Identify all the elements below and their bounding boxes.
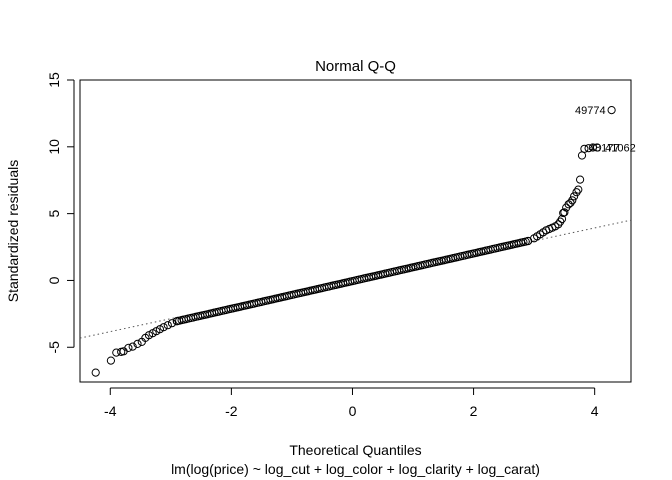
- y-tick-label: -5: [46, 341, 62, 354]
- qq-point: [576, 175, 585, 184]
- y-tick-label: 15: [46, 72, 62, 88]
- qq-point: [124, 343, 133, 352]
- qq-point: [560, 208, 569, 217]
- model-subtitle: lm(log(price) ~ log_cut + log_color + lo…: [171, 461, 540, 477]
- x-tick-label: -2: [225, 403, 238, 419]
- y-tick-label: 5: [46, 210, 62, 218]
- y-tick-label: 0: [46, 276, 62, 284]
- qq-point: [584, 144, 593, 153]
- y-axis-label: Standardized residuals: [5, 160, 21, 302]
- qq-point: [163, 321, 172, 330]
- qq-point: [128, 342, 137, 351]
- qq-point: [607, 106, 616, 115]
- qq-point: [574, 185, 583, 194]
- qq-point: [572, 188, 581, 197]
- point-label-49774: 49774: [575, 105, 606, 117]
- qq-point: [577, 151, 587, 160]
- qq-point: [570, 192, 579, 201]
- x-tick-label: 2: [470, 403, 478, 419]
- point-label-41062: 41062: [605, 143, 636, 155]
- point-label-48177: 48177: [589, 143, 620, 155]
- qq-point: [133, 339, 142, 348]
- chart-title: Normal Q-Q: [315, 58, 396, 75]
- data-points: [91, 106, 616, 377]
- plot-frame: [79, 79, 632, 383]
- x-tick-label: 4: [591, 403, 599, 419]
- x-axis-label: Theoretical Quantiles: [289, 442, 421, 458]
- qq-point: [106, 356, 116, 365]
- qq-point: [568, 196, 577, 205]
- qq-point: [556, 217, 565, 226]
- x-tick-label: -4: [104, 403, 117, 419]
- qq-point: [167, 319, 177, 328]
- qq-point: [580, 144, 589, 153]
- y-axis: -5 0 5 10 15: [46, 72, 75, 354]
- qq-point: [588, 143, 598, 152]
- qq-point: [566, 198, 575, 207]
- qq-point: [91, 368, 100, 377]
- qq-point: [159, 323, 168, 332]
- x-tick-label: 0: [349, 403, 357, 419]
- y-tick-label: 10: [46, 139, 62, 155]
- x-axis: -4 -2 0 2 4: [104, 387, 599, 419]
- qq-point: [593, 143, 602, 152]
